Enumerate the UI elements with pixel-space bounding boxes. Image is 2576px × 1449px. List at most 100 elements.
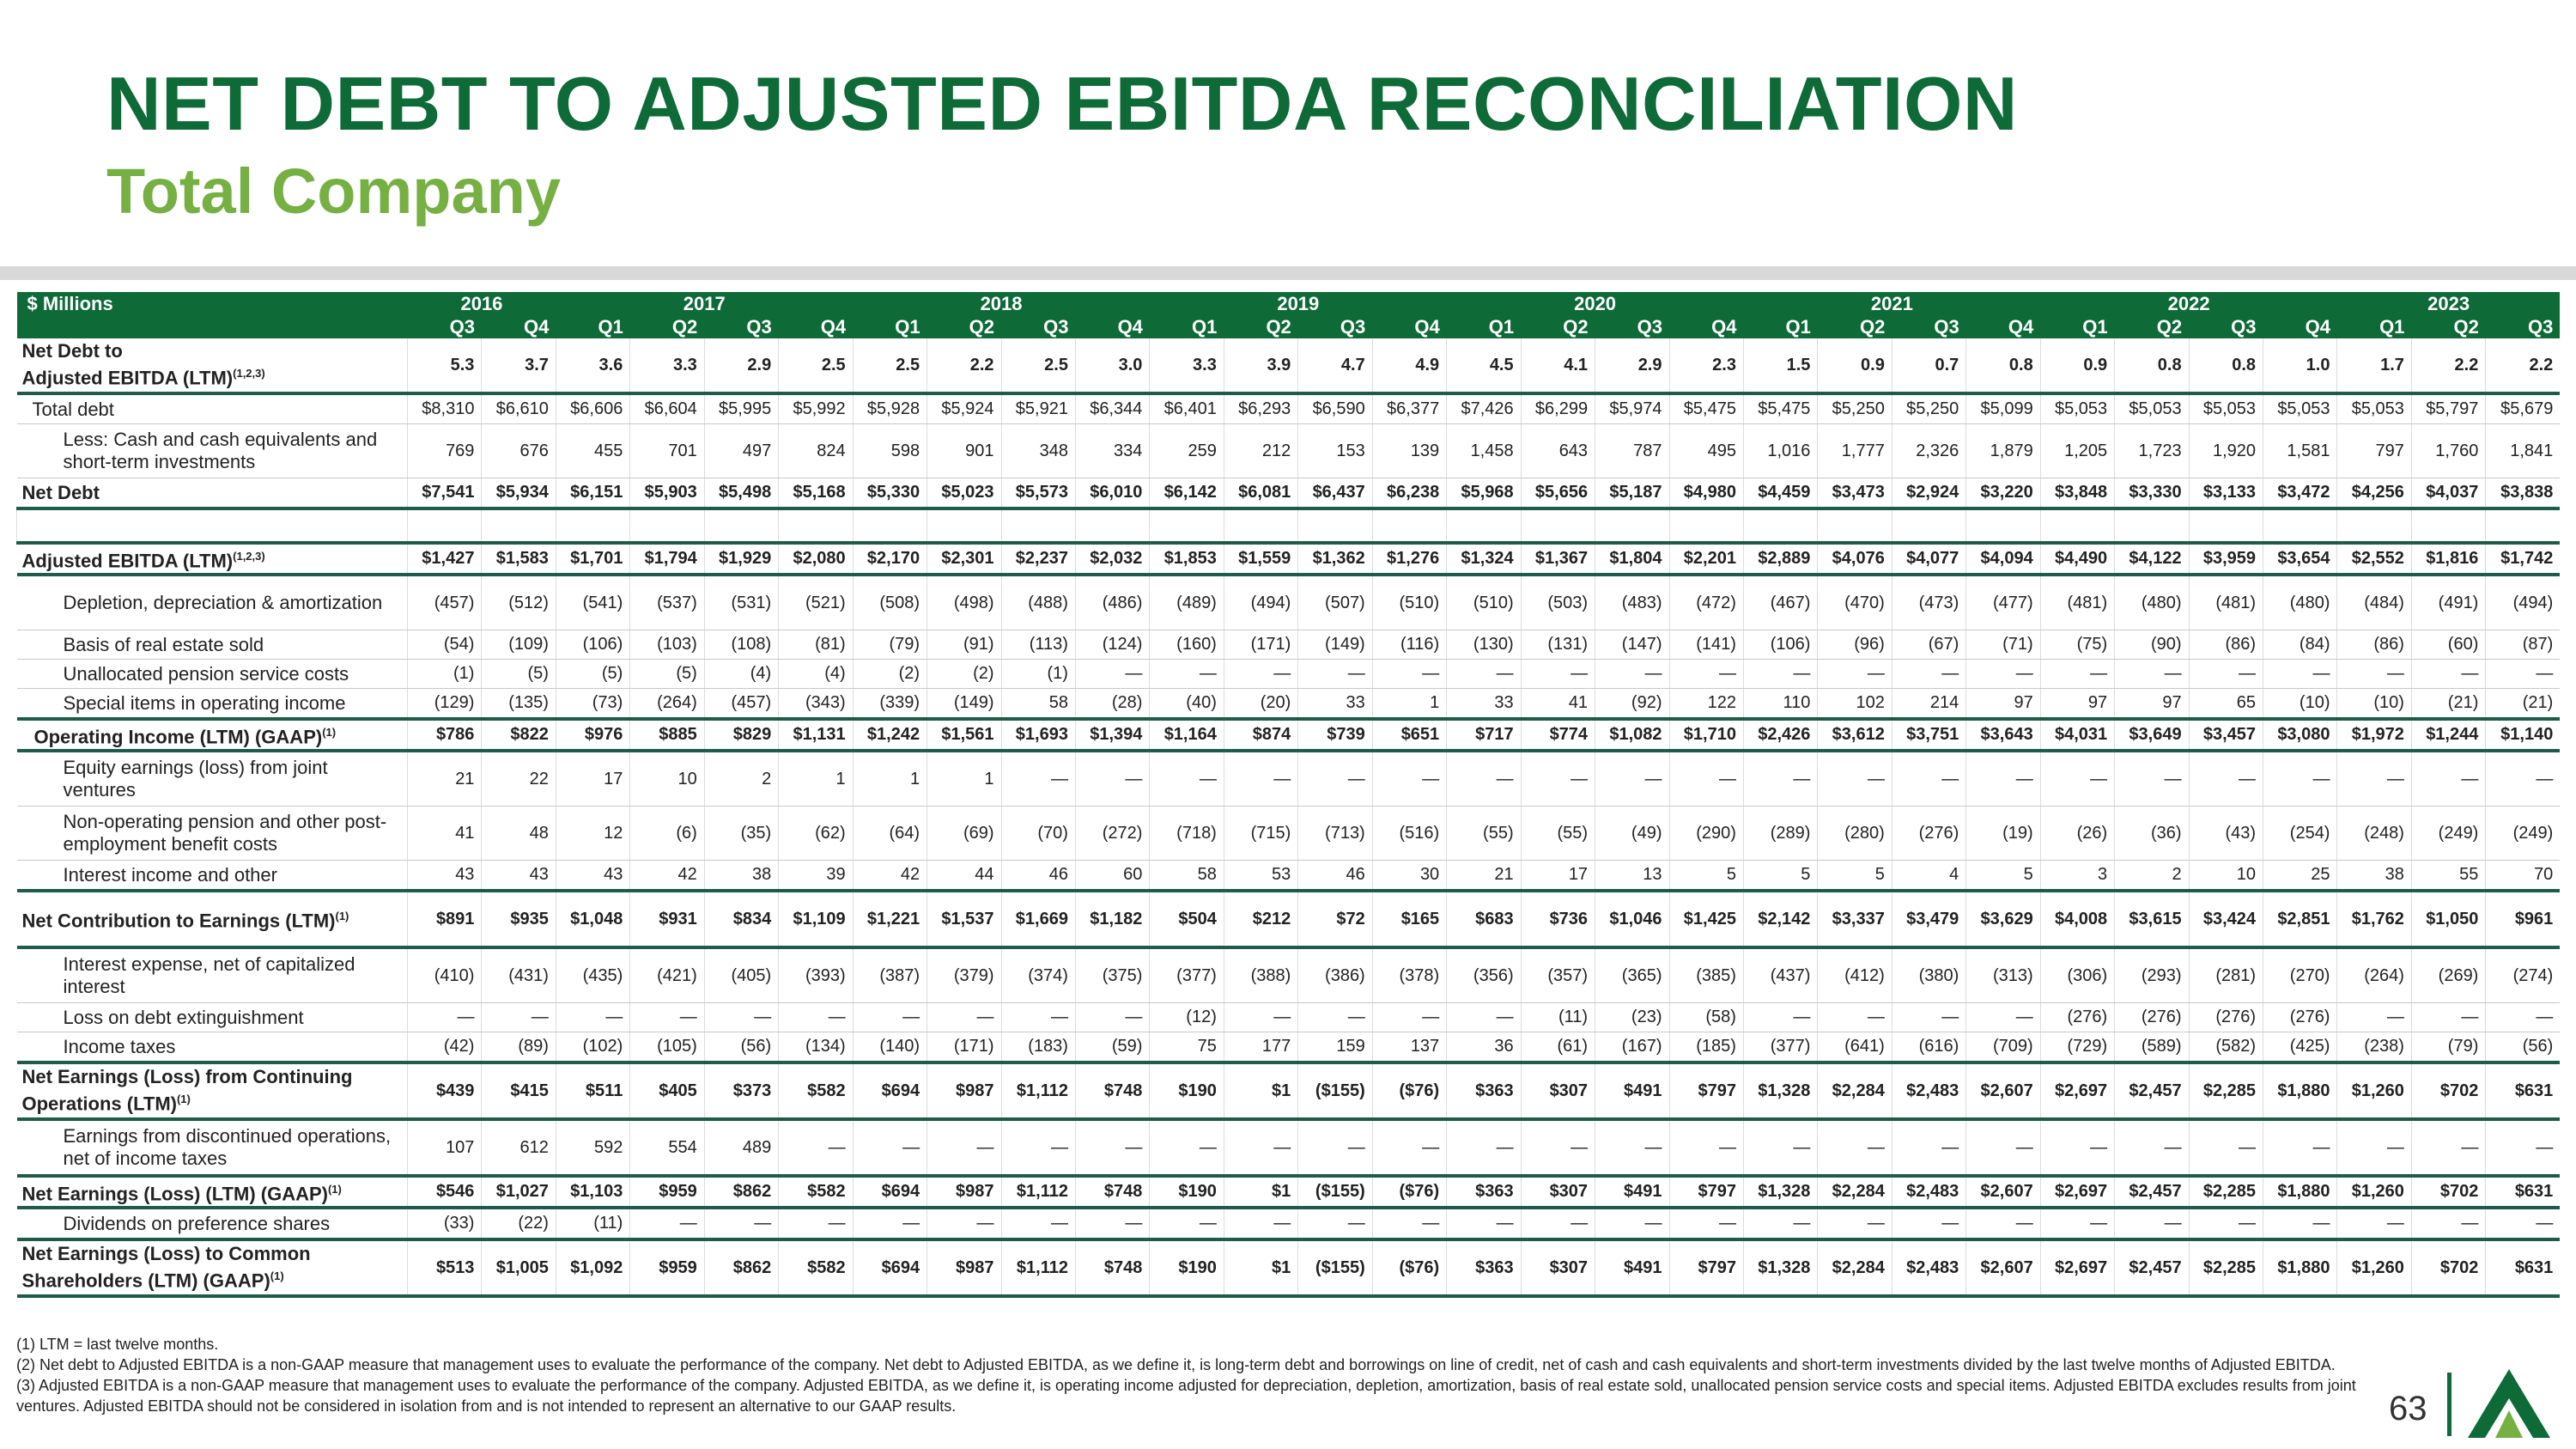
cell-value: — [629, 1002, 705, 1032]
cell-value: — [1742, 751, 1818, 807]
cell-value: ($76) [1371, 1239, 1447, 1298]
cell-value: (276) [2039, 1002, 2115, 1032]
row-label: Earnings from discontinued operations, n… [16, 1119, 408, 1178]
cell-value: (280) [1817, 806, 1893, 861]
cell-value: 5 [1668, 860, 1744, 892]
cell-value: 30 [1371, 860, 1447, 892]
row-label: Net Debt to Adjusted EBITDA (LTM)(1,2,3) [16, 338, 408, 395]
cell-value: (435) [555, 947, 630, 1003]
cell-value: 5 [1965, 860, 2041, 892]
cell-value: (11) [555, 1208, 630, 1241]
cell-value: $5,974 [1595, 393, 1669, 424]
table-row: Operating Income (LTM) (GAAP)(1) $786 $822… [16, 719, 2561, 752]
cell-value: (421) [629, 947, 705, 1003]
cell-value: (105) [629, 1032, 705, 1064]
cell-value: $5,934 [481, 478, 556, 510]
cell-value: (293) [2114, 947, 2190, 1003]
cell-value: (167) [1595, 1032, 1669, 1064]
cell-value: (238) [2336, 1032, 2412, 1064]
cell-value: 60 [1074, 860, 1150, 892]
cell-value: 107 [406, 1119, 482, 1178]
cell-value: 1,777 [1817, 423, 1893, 478]
cell-value: ($155) [1297, 1176, 1373, 1209]
table-row: Net Earnings (Loss) to Common Shareholde… [16, 1239, 2561, 1298]
cell-value: $987 [927, 1239, 1002, 1298]
cell-value: — [1371, 1208, 1447, 1241]
cell-value: $5,099 [1965, 393, 2041, 424]
footnote: (2) Net debt to Adjusted EBITDA is a non… [16, 1356, 2336, 1373]
cell-value: 1,458 [1446, 423, 1522, 478]
cell-value: (130) [1446, 630, 1522, 660]
cell-value: $1 [1223, 1239, 1298, 1298]
cell-value: (108) [703, 630, 779, 660]
cell-value: $1,112 [1000, 1062, 1076, 1121]
cell-value: ($76) [1371, 1062, 1447, 1121]
cell-value: $3,330 [2114, 478, 2190, 510]
spacer-cell [2410, 508, 2486, 545]
cell-value: $1,394 [1074, 719, 1150, 752]
cell-value: (437) [1742, 947, 1818, 1003]
quarter-label: Q1 [1446, 315, 1522, 338]
cell-value: $363 [1446, 1062, 1522, 1121]
spacer-cell [1000, 508, 1076, 545]
cell-value: 21 [1446, 860, 1522, 892]
cell-value: (410) [406, 947, 482, 1003]
cell-value: $3,457 [2188, 719, 2263, 752]
cell-value: (516) [1371, 806, 1447, 861]
cell-value: (134) [778, 1032, 854, 1064]
cell-value: 2.9 [1595, 338, 1669, 395]
cell-value: $797 [1668, 1239, 1744, 1298]
cell-value: $3,848 [2039, 478, 2115, 510]
table-row: Basis of real estate sold (54) (109) (106)(… [16, 630, 2561, 660]
footnotes: (1) LTM = last twelve months. (2) Net deb… [16, 1334, 2421, 1416]
cell-value: $3,133 [2188, 478, 2263, 510]
cell-value: $3,629 [1965, 891, 2041, 949]
row-label-text: Less: Cash and cash equivalents and shor… [63, 429, 378, 472]
cell-value: $3,612 [1817, 719, 1893, 752]
cell-value: — [2485, 1002, 2561, 1032]
cell-value: $2,285 [2188, 1062, 2263, 1121]
year-label: 2021 [1743, 292, 2041, 315]
cell-value: 901 [927, 423, 1002, 478]
cell-value: (377) [1149, 947, 1224, 1003]
cell-value: (512) [481, 575, 556, 630]
cell-value: $2,483 [1891, 1176, 1966, 1209]
cell-value: $5,250 [1817, 393, 1893, 424]
cell-value: — [1149, 1119, 1224, 1178]
cell-value: 97 [1965, 688, 2041, 721]
cell-value: $5,679 [2485, 393, 2561, 424]
cell-value: — [2410, 751, 2486, 807]
cell-value: (274) [2485, 947, 2561, 1003]
row-label-text: Interest expense, net of capitalized int… [63, 953, 355, 997]
table-row: Net Contribution to Earnings (LTM)(1) $89… [16, 891, 2561, 949]
cell-value: $5,053 [2039, 393, 2115, 424]
cell-value: (55) [1446, 806, 1522, 861]
cell-value: $3,751 [1891, 719, 1966, 752]
cell-value: 65 [2188, 688, 2263, 721]
cell-value: 0.7 [1891, 338, 1966, 395]
cell-value: 259 [1149, 423, 1224, 478]
cell-value: (26) [2039, 806, 2115, 861]
cell-value: (61) [1520, 1032, 1595, 1064]
cell-value: (582) [2188, 1032, 2263, 1064]
cell-value: $3,337 [1817, 891, 1893, 949]
cell-value: 5.3 [406, 338, 482, 395]
cell-value: — [2039, 1119, 2115, 1178]
row-label: Adjusted EBITDA (LTM)(1,2,3) [16, 543, 408, 576]
cell-value: (54) [406, 630, 482, 660]
cell-value: 22 [481, 751, 556, 807]
cell-value: — [927, 1208, 1002, 1241]
cell-value: $6,293 [1223, 393, 1298, 424]
cell-value: (715) [1223, 806, 1298, 861]
cell-value: (339) [852, 688, 927, 721]
table-row: Special items in operating income (129) (1… [16, 688, 2561, 721]
cell-value: $786 [406, 719, 482, 752]
cell-value: 10 [629, 751, 705, 807]
cell-value: $885 [629, 719, 705, 752]
cell-value: — [2039, 751, 2115, 807]
cell-value: (58) [1668, 1002, 1744, 1032]
cell-value: 3.0 [1074, 338, 1150, 395]
spacer-cell [1149, 508, 1224, 545]
cell-value: $3,643 [1965, 719, 2041, 752]
